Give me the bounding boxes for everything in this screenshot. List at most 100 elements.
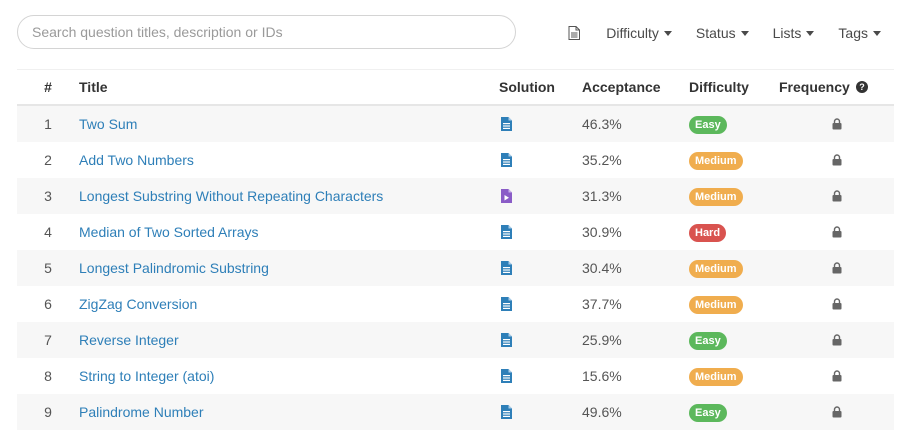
header-num[interactable]: # [44,79,52,95]
row-frequency-cell [779,298,894,310]
lock-icon[interactable] [832,298,842,310]
lock-icon[interactable] [832,262,842,274]
filter-lists[interactable]: Lists [773,25,815,41]
difficulty-badge: Easy [689,115,727,134]
row-solution-cell [499,189,582,203]
row-frequency-cell [779,154,894,166]
row-solution-cell [499,333,582,347]
filter-difficulty[interactable]: Difficulty [606,25,672,41]
search-input[interactable] [17,15,516,49]
table-row: 8 String to Integer (atoi) 15.6% Medium [17,358,894,394]
document-icon[interactable] [568,26,581,40]
problem-title-link[interactable]: ZigZag Conversion [79,296,198,312]
row-number: 5 [44,260,52,276]
difficulty-badge: Easy [689,331,727,350]
row-title-cell: Palindrome Number [79,404,499,420]
lock-icon[interactable] [832,226,842,238]
problem-title-link[interactable]: Reverse Integer [79,332,179,348]
row-title-cell: Two Sum [79,116,499,132]
table-header: # Title Solution Acceptance Difficulty F… [17,70,894,106]
row-number: 1 [44,116,52,132]
header-difficulty[interactable]: Difficulty [689,79,749,95]
video-solution-icon[interactable] [501,189,512,203]
row-difficulty-cell: Easy [689,403,779,422]
table-row: 1 Two Sum 46.3% Easy [17,106,894,142]
table-row: 9 Palindrome Number 49.6% Easy [17,394,894,430]
row-number: 8 [44,368,52,384]
row-number: 6 [44,296,52,312]
row-difficulty-cell: Medium [689,367,779,386]
article-solution-icon[interactable] [501,369,512,383]
article-solution-icon[interactable] [501,225,512,239]
row-frequency-cell [779,406,894,418]
header-frequency-label: Frequency [779,79,850,95]
row-difficulty-cell: Medium [689,259,779,278]
svg-text:?: ? [859,82,865,92]
row-difficulty-cell: Easy [689,331,779,350]
row-difficulty-cell: Medium [689,295,779,314]
row-frequency-cell [779,190,894,202]
row-acceptance: 46.3% [582,116,622,132]
problem-title-link[interactable]: Add Two Numbers [79,152,194,168]
filter-status[interactable]: Status [696,25,749,41]
problem-title-link[interactable]: String to Integer (atoi) [79,368,215,384]
problem-title-link[interactable]: Two Sum [79,116,138,132]
row-acceptance: 15.6% [582,368,622,384]
header-frequency[interactable]: Frequency ? [779,79,894,95]
row-number: 3 [44,188,52,204]
difficulty-badge: Medium [689,151,743,170]
row-frequency-cell [779,226,894,238]
row-solution-cell [499,405,582,419]
row-number: 7 [44,332,52,348]
caret-down-icon [806,30,815,36]
difficulty-badge: Medium [689,259,743,278]
row-title-cell: String to Integer (atoi) [79,368,499,384]
article-solution-icon[interactable] [501,117,512,131]
table-row: 5 Longest Palindromic Substring 30.4% Me… [17,250,894,286]
help-icon[interactable]: ? [855,81,868,93]
header-title[interactable]: Title [79,79,108,95]
article-solution-icon[interactable] [501,297,512,311]
caret-down-icon [663,30,672,36]
problem-title-link[interactable]: Longest Substring Without Repeating Char… [79,188,384,204]
lock-icon[interactable] [832,334,842,346]
lock-icon[interactable] [832,370,842,382]
table-row: 3 Longest Substring Without Repeating Ch… [17,178,894,214]
article-solution-icon[interactable] [501,405,512,419]
lock-icon[interactable] [832,154,842,166]
filter-tags[interactable]: Tags [838,25,881,41]
row-solution-cell [499,117,582,131]
problem-title-link[interactable]: Longest Palindromic Substring [79,260,269,276]
row-acceptance: 35.2% [582,152,622,168]
header-solution[interactable]: Solution [499,79,555,95]
table-body: 1 Two Sum 46.3% Easy [17,106,894,430]
row-difficulty-cell: Medium [689,187,779,206]
difficulty-badge: Medium [689,367,743,386]
toolbar: Difficulty Status Lists Tags [568,22,881,44]
row-acceptance: 37.7% [582,296,622,312]
problem-title-link[interactable]: Median of Two Sorted Arrays [79,224,259,240]
row-frequency-cell [779,370,894,382]
problem-title-link[interactable]: Palindrome Number [79,404,204,420]
row-difficulty-cell: Medium [689,151,779,170]
problems-table: # Title Solution Acceptance Difficulty F… [17,70,894,430]
article-solution-icon[interactable] [501,153,512,167]
difficulty-badge: Easy [689,403,727,422]
row-solution-cell [499,261,582,275]
header-acceptance[interactable]: Acceptance [582,79,661,95]
divider [17,69,894,70]
article-solution-icon[interactable] [501,261,512,275]
article-solution-icon[interactable] [501,333,512,347]
row-acceptance: 31.3% [582,188,622,204]
row-title-cell: Median of Two Sorted Arrays [79,224,499,240]
lock-icon[interactable] [832,406,842,418]
filter-status-label: Status [695,25,736,41]
lock-icon[interactable] [832,190,842,202]
row-number: 2 [44,152,52,168]
row-solution-cell [499,297,582,311]
row-acceptance: 30.4% [582,260,622,276]
row-solution-cell [499,369,582,383]
lock-icon[interactable] [832,118,842,130]
row-acceptance: 25.9% [582,332,622,348]
difficulty-badge: Medium [689,187,743,206]
